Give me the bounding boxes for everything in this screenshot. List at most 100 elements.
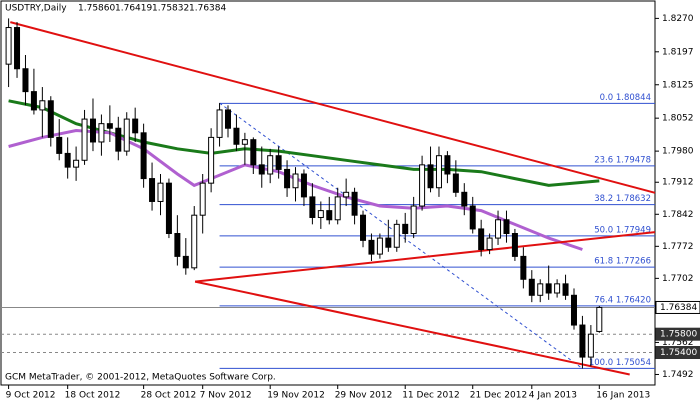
candle-body [182,255,189,269]
fib-label: 100.0 1.75054 [589,358,651,368]
candle-body [292,173,299,189]
candle-body [140,132,147,180]
header-open: 1.75860 [78,4,115,14]
price-box-label: 1.75800 [660,330,697,340]
y-tick-label: 1.7980 [662,147,694,157]
candle-body [89,118,96,143]
trendline [10,21,656,194]
candle-body [30,91,37,111]
candle-body [486,237,493,251]
candle-body [461,191,468,207]
y-tick-label: 1.7772 [662,242,694,252]
trendline [194,280,630,376]
candle-body [56,136,63,154]
candle-body [376,237,383,255]
candle-body [233,127,240,145]
candle-body [208,136,215,184]
candle-body [587,333,594,358]
candle-body [596,306,603,332]
candle-body [402,223,409,235]
candle-body [191,214,198,269]
candle-body [579,324,586,358]
x-tick-label: 18 Oct 2012 [65,391,121,401]
candle-body [528,278,535,296]
candle-body [267,155,274,175]
candle-body [174,233,181,257]
price-box-label: 1.76384 [660,303,697,313]
y-tick-label: 1.7702 [662,274,694,284]
fib-label: 61.8 1.77266 [594,257,651,267]
chart-title: USDTRY,Daily [5,4,67,14]
y-tick-label: 1.7842 [662,210,694,220]
candle-body [334,196,341,221]
fib-label: 50.0 1.77949 [594,225,651,235]
candle-body [300,173,307,198]
candle-body [511,233,518,257]
candle-body [393,223,400,248]
y-tick-label: 1.8270 [662,14,694,24]
fib-label: 38.2 1.78632 [594,194,651,204]
candle-body [132,118,139,134]
x-tick-label: 16 Jan 2013 [596,391,650,401]
candle-body [469,205,476,230]
candle-body [444,155,451,175]
x-tick-label: 21 Dec 2012 [470,391,528,401]
candle-body [241,139,248,145]
y-tick-label: 1.8125 [662,80,694,90]
x-tick-label: 11 Dec 2012 [402,391,460,401]
x-tick-label: 4 Jan 2013 [529,391,577,401]
candle-body [385,237,392,248]
fib-label: 0.0 1.80844 [600,93,651,103]
x-tick-label: 28 Oct 2012 [141,391,197,401]
candle-body [570,294,577,326]
x-tick-label: 9 Oct 2012 [6,391,56,401]
fib-label: 23.6 1.79478 [594,155,651,165]
candle-body [360,214,367,241]
candle-body [275,155,282,170]
candle-body [149,178,156,202]
y-tick-label: 1.8197 [662,47,694,57]
candle-body [22,68,29,93]
fib-diagonal [219,102,583,369]
x-tick-label: 29 Nov 2012 [335,391,393,401]
candle-body [225,109,232,129]
candle-body [64,152,71,168]
candle-body [106,123,113,129]
candle-body [427,164,434,189]
candle-body [199,182,206,216]
candle-body [452,173,459,193]
candle-body [410,205,417,235]
header-low: 1.75832 [152,4,189,14]
candle-body [98,123,105,143]
candle-body [47,100,54,138]
candle-body [478,228,485,251]
header-close: 1.76384 [189,4,226,14]
x-tick-label: 19 Nov 2012 [267,391,325,401]
candle-body [123,118,130,152]
candle-body [39,100,46,111]
candle-body [503,219,510,235]
candle-body [309,196,316,218]
y-tick-label: 1.7562 [662,338,694,348]
footer: GCM MetaTrader, © 2001-2012, MetaQuotes … [5,373,276,383]
candle-body [545,283,552,294]
plot-frame [0,0,656,386]
candle-body [343,191,350,198]
y-tick-label: 1.7912 [662,178,694,188]
fib-label: 76.4 1.76420 [594,295,651,305]
candle-body [216,109,223,138]
y-tick-label: 1.7492 [662,370,694,380]
candle-body [73,159,80,168]
candle-body [14,27,21,70]
candle-body [250,139,257,166]
price-box [655,346,700,360]
candle-body [562,283,569,296]
y-tick-label: 1.8052 [662,114,694,124]
candle-body [554,283,561,294]
candle-body [368,239,375,255]
candle-body [165,182,172,235]
candle-body [326,210,333,221]
candle-body [317,210,324,218]
